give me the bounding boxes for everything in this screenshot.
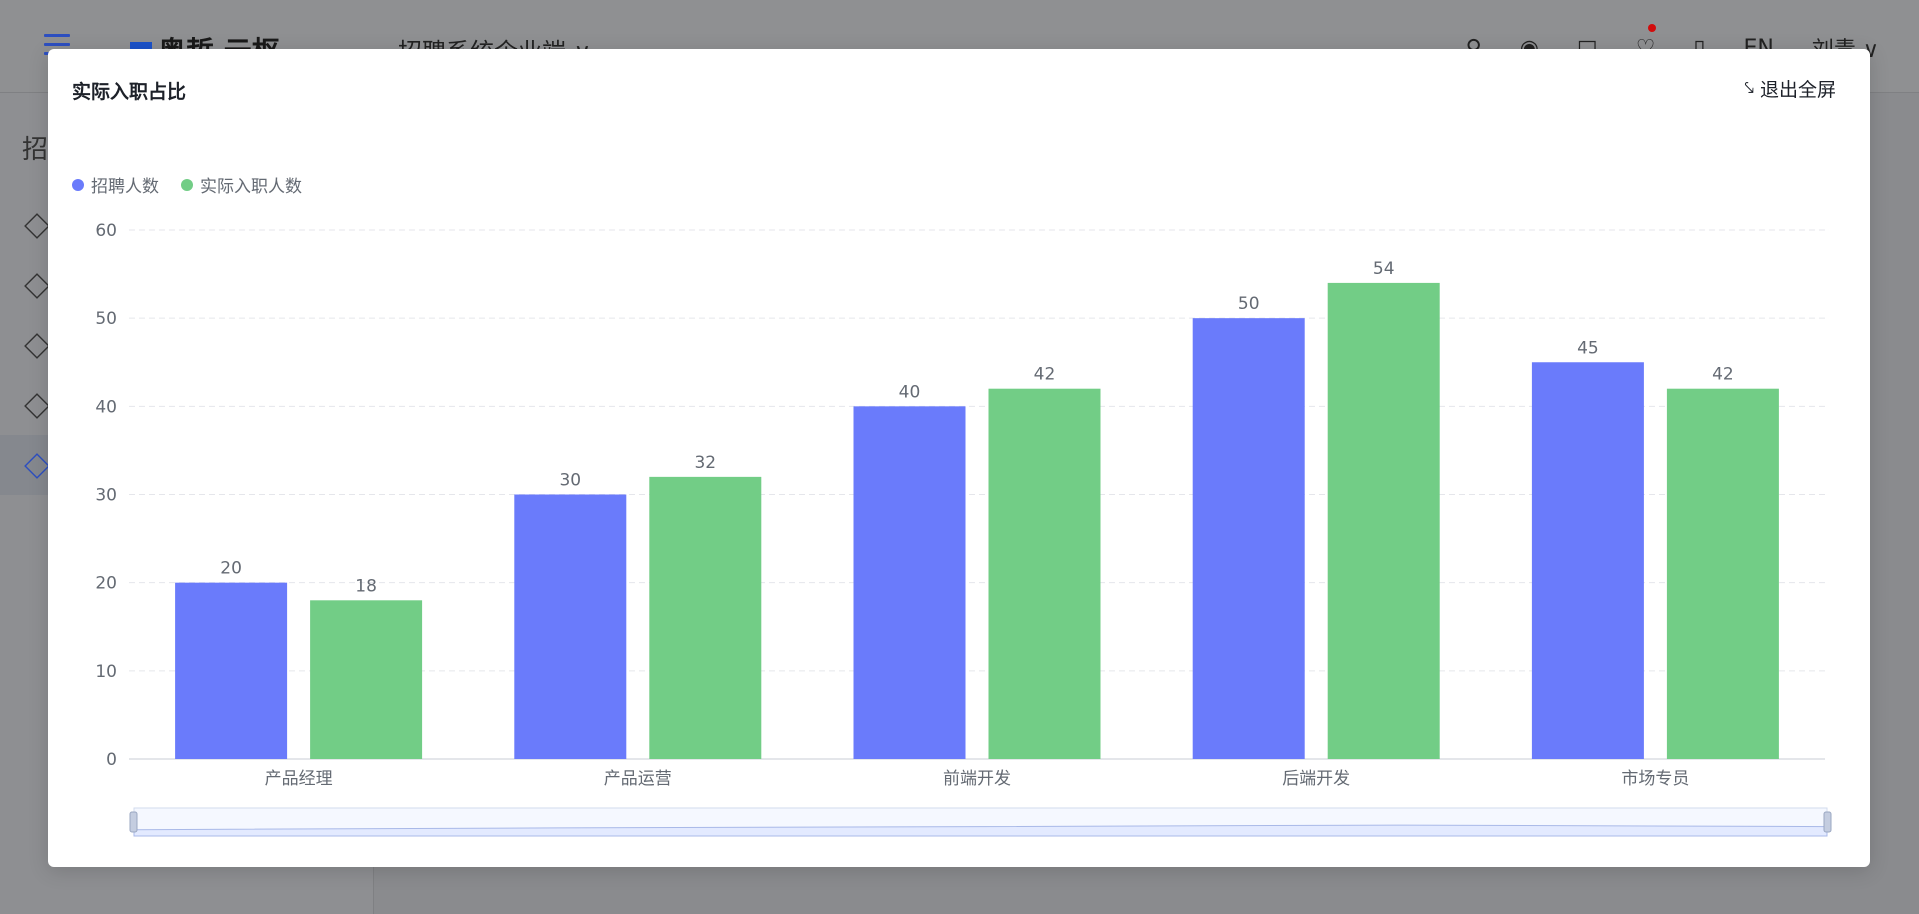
y-tick-label: 50: [95, 309, 117, 329]
bar: [1327, 282, 1440, 759]
data-zoom-handle-left[interactable]: [129, 811, 138, 833]
exit-fullscreen-label: 退出全屏: [1759, 79, 1836, 101]
collapse-icon: ⤥: [1744, 78, 1754, 98]
data-label: 42: [1034, 365, 1056, 385]
x-tick-label: 市场专员: [1621, 769, 1689, 789]
bar: [853, 406, 966, 759]
data-zoom-handle-right[interactable]: [1823, 811, 1832, 833]
cube-icon[interactable]: [24, 213, 50, 239]
y-tick-label: 10: [95, 662, 117, 682]
y-tick-label: 30: [95, 486, 117, 506]
legend-item-recruit[interactable]: 招聘人数: [72, 172, 159, 197]
bar: [649, 476, 762, 759]
y-tick-label: 40: [95, 397, 117, 417]
data-label: 32: [694, 453, 716, 473]
bar-chart: 0 10 20 30 40 50 60 20 18 产品经理 30 32 产品运营 40 42 前端开发 50 5…: [95, 221, 1832, 837]
bar: [514, 494, 627, 759]
x-tick-label: 产品经理: [265, 769, 333, 789]
cube-icon[interactable]: [24, 273, 50, 299]
legend-dot: [181, 178, 193, 191]
legend-dot: [72, 178, 84, 191]
exit-fullscreen-button[interactable]: ⤥ 退出全屏: [1744, 75, 1836, 102]
x-tick-label: 前端开发: [943, 769, 1011, 789]
y-tick-label: 60: [95, 221, 117, 241]
data-label: 40: [899, 382, 921, 402]
x-tick-label: 产品运营: [604, 769, 672, 789]
bar: [1531, 362, 1644, 759]
cube-icon[interactable]: [24, 393, 50, 419]
notification-dot: [1648, 24, 1656, 32]
bar: [1192, 318, 1305, 759]
data-label: 20: [220, 559, 242, 579]
legend: 招聘人数 实际入职人数: [72, 172, 302, 197]
bar: [1666, 388, 1779, 759]
x-tick-label: 后端开发: [1282, 769, 1350, 789]
data-label: 42: [1712, 365, 1734, 385]
bar: [988, 388, 1101, 759]
data-label: 54: [1373, 259, 1395, 279]
legend-label: 实际入职人数: [200, 177, 302, 197]
data-label: 18: [355, 576, 377, 596]
y-tick-label: 0: [106, 750, 117, 770]
bar: [310, 600, 423, 759]
legend-label: 招聘人数: [91, 177, 159, 197]
data-label: 30: [559, 471, 581, 491]
y-tick-label: 20: [95, 574, 117, 594]
data-label: 50: [1238, 294, 1260, 314]
legend-item-onboard[interactable]: 实际入职人数: [181, 172, 302, 197]
sidebar-title: 招: [22, 135, 49, 165]
cube-icon[interactable]: [24, 333, 50, 359]
data-label: 45: [1577, 338, 1599, 358]
bar: [175, 582, 288, 759]
data-zoom-preview: [133, 824, 1828, 837]
fullscreen-chart-modal: 实际入职占比 ⤥ 退出全屏 招聘人数 实际入职人数 0 10 20 30 40 50 60 2…: [48, 49, 1870, 867]
chart-title: 实际入职占比: [72, 81, 187, 103]
